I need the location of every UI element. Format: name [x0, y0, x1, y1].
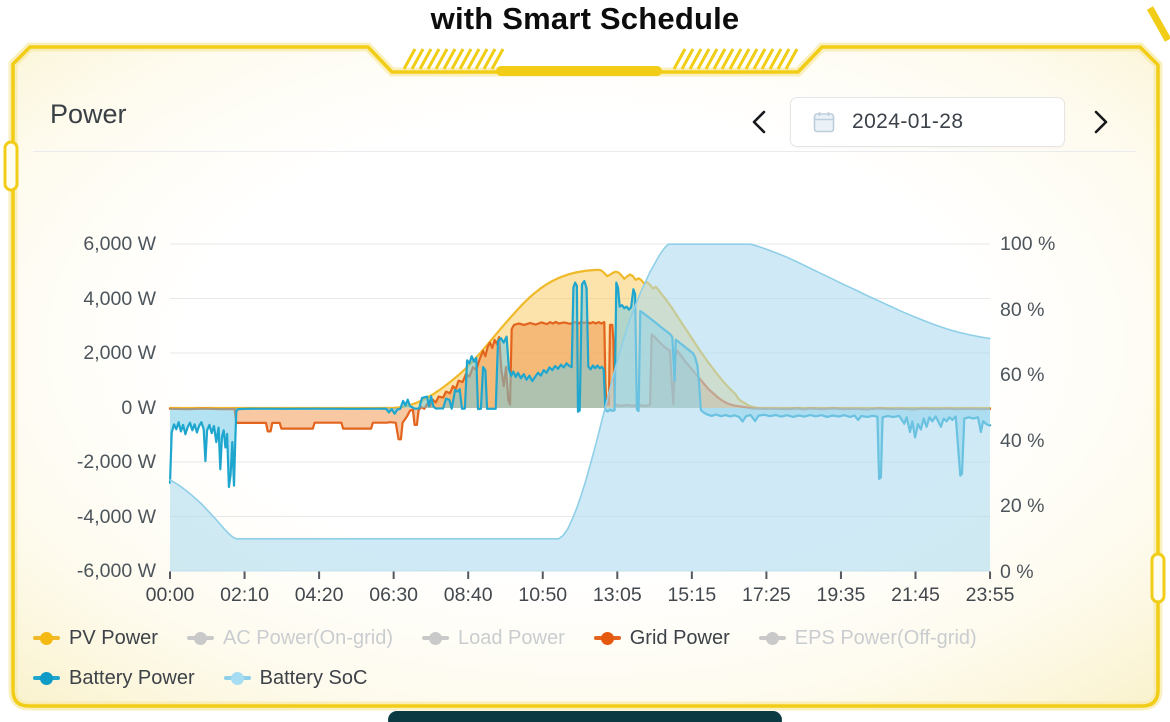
- left-axis-label: -6,000 W: [76, 560, 156, 582]
- next-date-button[interactable]: [1082, 103, 1120, 141]
- header-divider: [33, 151, 1136, 152]
- frame-notch-bar: [496, 66, 662, 76]
- left-axis-label: 2,000 W: [83, 342, 156, 364]
- legend-dot-icon: [230, 671, 244, 685]
- chevron-left-icon: [752, 110, 766, 134]
- left-axis-label: 6,000 W: [83, 233, 156, 255]
- legend-row-1: PV Power AC Power(On-grid) Load Power Grid …: [33, 623, 977, 653]
- left-axis-label: -2,000 W: [76, 451, 156, 473]
- legend-marker: [593, 631, 621, 645]
- x-axis-label: 00:00: [145, 584, 195, 606]
- legend-item-ac-power-on-grid[interactable]: AC Power(On-grid): [186, 626, 393, 650]
- prev-date-button[interactable]: [740, 103, 778, 141]
- legend-label: EPS Power(Off-grid): [794, 626, 977, 649]
- legend-marker: [33, 671, 60, 685]
- x-axis-label: 04:20: [294, 584, 344, 606]
- panel-title: Power: [50, 99, 127, 129]
- series-battery-soc-area: [170, 244, 990, 572]
- legend-item-battery-soc[interactable]: Battery SoC: [223, 666, 368, 690]
- legend-marker: [421, 631, 449, 645]
- frame-corner-slash: [1146, 6, 1170, 42]
- left-axis-label: 0 W: [121, 396, 156, 419]
- left-axis-label: 4,000 W: [83, 287, 156, 310]
- legend-dot-icon: [193, 631, 207, 645]
- right-axis-label: 100 %: [1000, 233, 1056, 255]
- right-axis-label: 20 %: [1000, 495, 1045, 517]
- legend-marker: [33, 631, 60, 645]
- x-axis-label: 06:30: [369, 584, 419, 606]
- x-axis-label: 17:25: [741, 584, 791, 606]
- legend-dot-icon: [600, 631, 614, 645]
- legend-marker: [186, 631, 214, 645]
- legend-dot-icon: [428, 631, 442, 645]
- legend-marker: [758, 631, 786, 645]
- x-axis-label: 23:55: [965, 584, 1015, 606]
- legend-item-eps-power-off-grid[interactable]: EPS Power(Off-grid): [758, 626, 977, 650]
- right-axis-label: 80 %: [1000, 298, 1045, 321]
- frame-hatch-left: [402, 48, 505, 70]
- legend-dot-icon: [40, 631, 53, 645]
- legend-item-load-power[interactable]: Load Power: [421, 626, 565, 650]
- series-battery-soc-line: [169, 243, 991, 540]
- x-axis-label: 08:40: [443, 584, 493, 606]
- chart-plot-area[interactable]: [170, 230, 990, 575]
- legend-label: Battery Power: [69, 666, 195, 689]
- legend-item-battery-power[interactable]: Battery Power: [33, 667, 195, 690]
- x-axis-ticks: [169, 571, 992, 579]
- legend-row-2: Battery Power Battery SoC: [33, 663, 367, 693]
- chevron-right-icon: [1094, 110, 1108, 134]
- frame-border: [11, 45, 1160, 708]
- legend-label: AC Power(On-grid): [222, 626, 393, 649]
- page-title: with Smart Schedule: [430, 1, 740, 36]
- legend-dot-icon: [40, 671, 53, 685]
- right-axis-label: 40 %: [1000, 429, 1045, 452]
- x-axis-label: 10:50: [518, 584, 568, 606]
- frame-hatch-right: [672, 48, 799, 70]
- x-axis-label: 21:45: [891, 584, 940, 606]
- legend-item-pv-power[interactable]: PV Power: [33, 627, 158, 650]
- legend-label: PV Power: [69, 626, 158, 649]
- calendar-icon: [813, 112, 835, 133]
- x-axis-label: 19:35: [816, 584, 866, 606]
- legend-item-grid-power[interactable]: Grid Power: [593, 626, 730, 650]
- x-axis-label: 15:15: [667, 584, 717, 606]
- legend-marker: [223, 671, 251, 685]
- bottom-peek-bar: [388, 711, 782, 722]
- x-axis-label: 13:05: [592, 584, 642, 606]
- right-axis-label: 60 %: [1000, 364, 1045, 386]
- right-axis-label: 0 %: [1000, 560, 1034, 583]
- x-axis-label: 02:10: [220, 584, 269, 606]
- legend-label: Battery SoC: [259, 666, 368, 689]
- legend-label: Load Power: [457, 626, 565, 649]
- legend-label: Grid Power: [629, 626, 730, 649]
- frame-right-tab: [1150, 552, 1166, 604]
- date-value: 2024-01-28: [852, 110, 964, 133]
- frame-left-tab: [3, 140, 19, 192]
- legend-dot-icon: [765, 631, 779, 645]
- date-picker[interactable]: 2024-01-28: [790, 97, 1065, 147]
- left-axis-label: -4,000 W: [76, 505, 156, 528]
